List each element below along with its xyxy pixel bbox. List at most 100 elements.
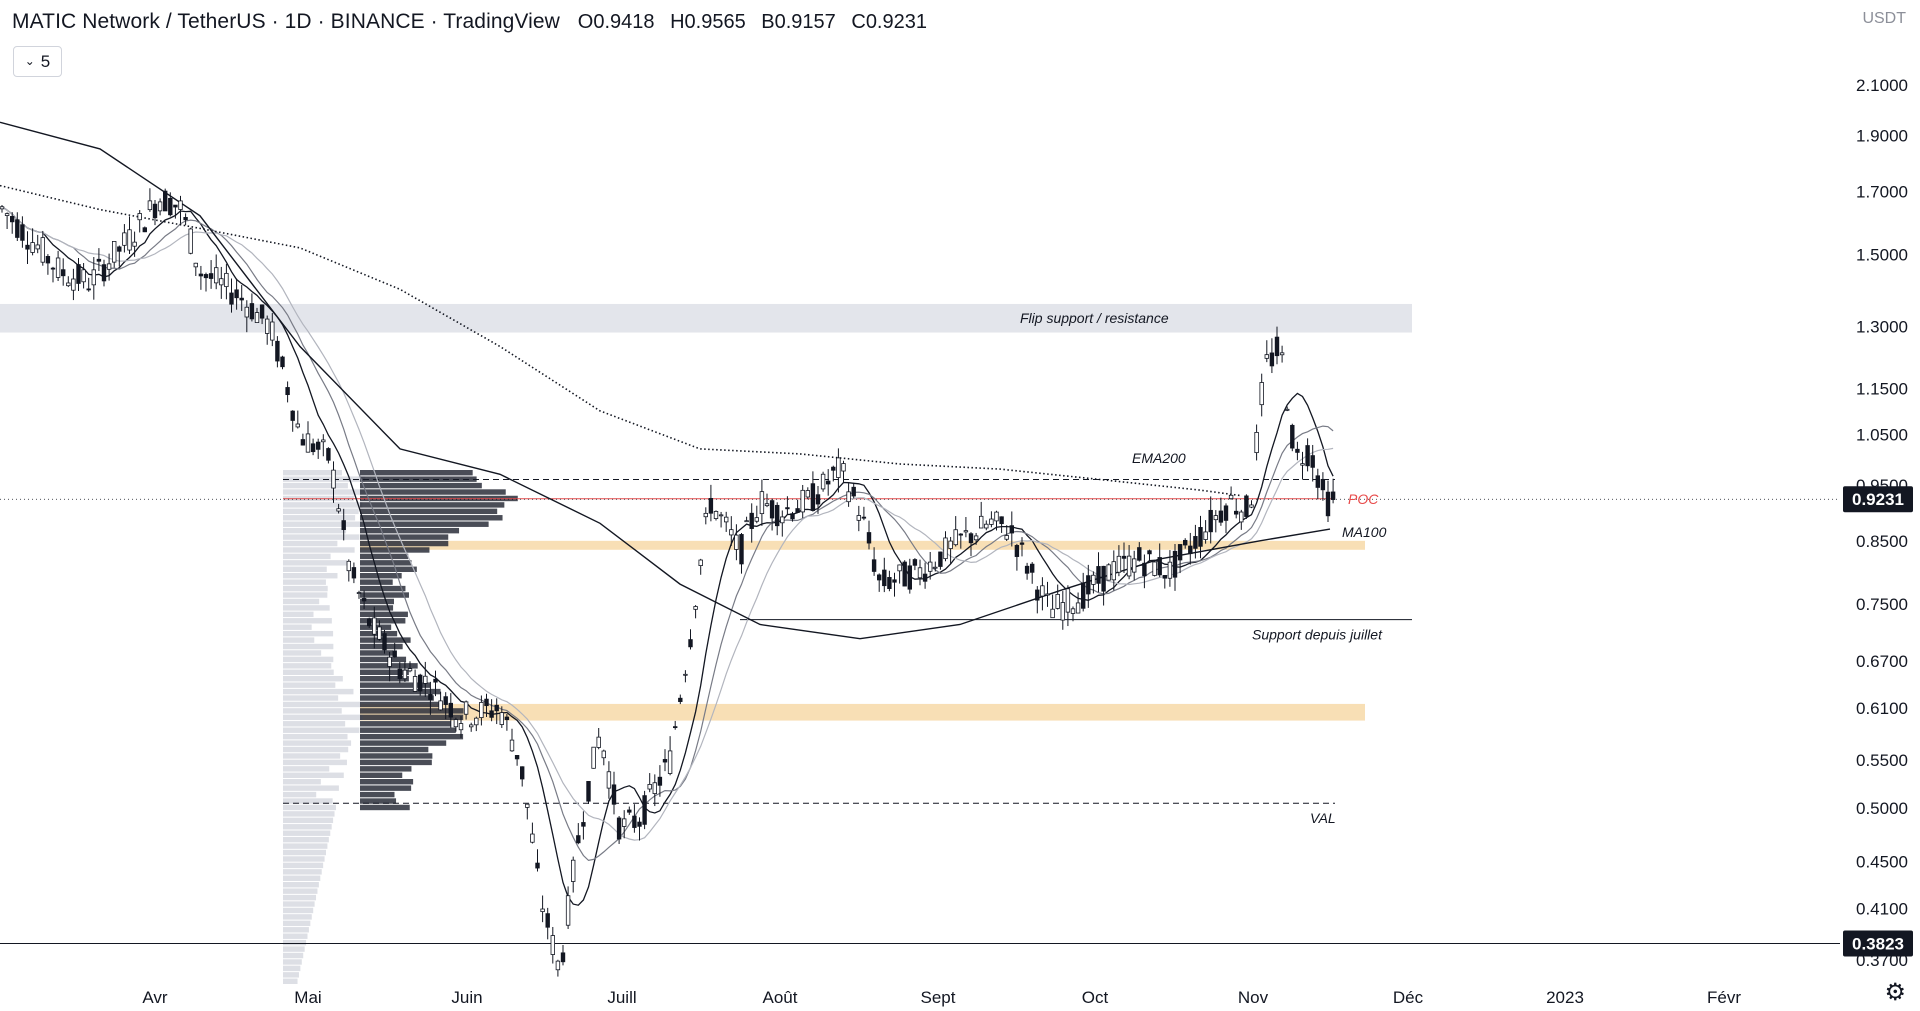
candle-body: [897, 564, 902, 572]
candle-body: [989, 518, 994, 525]
candle-body: [1030, 563, 1035, 573]
poc-label: POC: [1348, 491, 1379, 507]
candle-body: [1285, 408, 1290, 411]
candle-body: [882, 569, 887, 587]
candle-body: [270, 321, 275, 341]
volume-bar: [360, 566, 417, 572]
candle-body: [877, 574, 882, 581]
volume-bar-value-area: [283, 637, 315, 643]
candle-body: [1279, 352, 1285, 356]
volume-bar-value-area: [283, 489, 367, 495]
volume-bar: [360, 656, 407, 663]
candle-body: [718, 514, 724, 517]
candle-body: [15, 219, 20, 238]
candle-body: [1290, 424, 1295, 449]
candle-body: [137, 213, 142, 221]
candle-body: [1126, 555, 1132, 577]
volume-bar-value-area: [283, 785, 339, 791]
time-tick-label: Nov: [1238, 988, 1269, 1007]
candle-body: [775, 504, 780, 527]
candle-body: [861, 516, 867, 519]
candle-body: [127, 229, 132, 251]
volume-bar: [360, 804, 410, 811]
candle-body: [933, 566, 938, 569]
candle-body: [851, 486, 856, 497]
volume-bar-value-area: [283, 978, 298, 984]
candle-body: [1239, 511, 1244, 523]
candle-body: [213, 267, 219, 284]
candle-body: [958, 533, 963, 536]
candle-body: [1325, 491, 1331, 517]
volume-bar-value-area: [283, 830, 331, 836]
gear-icon[interactable]: ⚙: [1884, 979, 1906, 1006]
volume-bar: [360, 540, 449, 547]
candle-body: [326, 448, 331, 461]
candle-body: [673, 726, 678, 729]
candle-body: [525, 803, 530, 808]
candle-body: [1106, 564, 1111, 581]
candle-body: [356, 592, 362, 594]
candle-body: [596, 736, 601, 748]
volume-bar-value-area: [283, 933, 308, 939]
volume-bar-value-area: [283, 502, 363, 508]
candle-body: [846, 491, 851, 503]
candle-body: [769, 500, 775, 519]
candle-body: [1193, 536, 1198, 549]
indicators-collapse-button[interactable]: ⌄ 5: [13, 46, 62, 77]
volume-bar-value-area: [283, 804, 336, 811]
candle-body: [1183, 539, 1188, 546]
candle-body: [785, 507, 790, 510]
volume-bar: [360, 714, 464, 721]
candle-body: [55, 257, 61, 278]
candle-body: [565, 895, 571, 926]
price-label-text: 0.3823: [1852, 935, 1904, 954]
candle-body: [1167, 561, 1173, 579]
time-axis: Avr Mai Juin Juill Août Sept Oct Nov Déc 2023 Févr: [142, 988, 1741, 1007]
volume-bar-value-area: [283, 811, 335, 817]
candle-body: [601, 750, 606, 759]
candle-body: [1157, 557, 1162, 576]
volume-bar-value-area: [283, 779, 321, 785]
volume-bar-value-area: [283, 772, 344, 778]
volume-bar-value-area: [283, 946, 305, 952]
candle-body: [219, 278, 224, 286]
volume-bar-value-area: [283, 682, 336, 688]
candle-body: [1320, 478, 1326, 491]
candle-body: [474, 717, 479, 726]
candle-body: [831, 466, 836, 471]
candle-body: [264, 318, 270, 334]
candle-body: [173, 204, 178, 208]
candle-body: [1040, 585, 1045, 597]
candle-body: [550, 935, 555, 955]
volume-bar: [360, 515, 503, 521]
candle-body: [841, 463, 846, 472]
candle-body: [361, 598, 367, 602]
candle-body: [453, 719, 459, 728]
volume-bar-value-area: [283, 733, 348, 740]
volume-bar-value-area: [283, 515, 356, 521]
volume-bar-value-area: [283, 714, 363, 721]
candle-body: [902, 561, 907, 587]
candle-body: [66, 282, 71, 287]
candle-body: [591, 746, 596, 769]
candle-body: [657, 776, 663, 786]
candle-body: [1295, 448, 1300, 453]
candle-body: [142, 227, 147, 233]
candle-body: [1188, 545, 1193, 555]
volume-bar-value-area: [283, 508, 359, 515]
candle-body: [86, 288, 91, 291]
ma100-label: MA100: [1342, 524, 1387, 540]
volume-bar-value-area: [283, 907, 314, 914]
volume-bar-value-area: [283, 566, 327, 572]
candle-body: [499, 712, 504, 725]
time-tick-label: Mai: [294, 988, 321, 1007]
candle-body: [1014, 545, 1020, 557]
candle-body: [234, 289, 239, 299]
candle-body: [423, 675, 428, 684]
candle-body: [300, 439, 306, 446]
volume-bar-value-area: [283, 882, 319, 888]
ma-mid-line: [1, 206, 1334, 862]
support-zone: [360, 540, 1365, 550]
volume-bar-value-area: [283, 727, 360, 733]
